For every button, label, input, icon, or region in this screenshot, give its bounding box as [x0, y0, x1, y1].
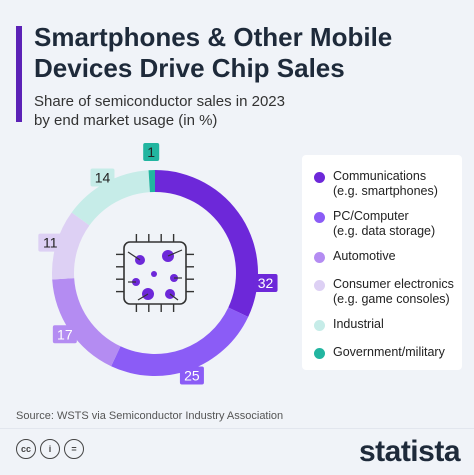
chart-subtitle: Share of semiconductor sales in 2023 by … [34, 92, 454, 130]
legend-sublabel: (e.g. data storage) [333, 224, 436, 238]
slice-value-label: 1 [143, 143, 160, 162]
label-box [253, 274, 278, 293]
title-line-1: Smartphones & Other Mobile [34, 22, 393, 52]
donut-chart: 32 25 17 11 14 1 [38, 143, 278, 385]
donut-slice [111, 307, 249, 376]
license-icons[interactable]: cc i = [16, 439, 84, 459]
statista-logo[interactable]: statista [358, 435, 461, 468]
title-line-2: Devices Drive Chip Sales [34, 53, 345, 83]
chip-trace [167, 249, 183, 257]
legend: Communications (e.g. smartphones) PC/Comp… [302, 155, 462, 370]
donut-slice [148, 170, 155, 193]
chip-body [123, 241, 187, 305]
legend-item-pc-computer: PC/Computer (e.g. data storage) [314, 209, 435, 239]
legend-swatch [314, 212, 325, 223]
legend-label: Industrial [333, 317, 384, 331]
slice-value-label: 11 [38, 233, 63, 252]
equal-icon[interactable]: = [64, 439, 84, 459]
legend-swatch [314, 252, 325, 263]
donut-slice [71, 170, 150, 226]
legend-label: Automotive [333, 249, 396, 263]
subtitle-line-2: by end market usage (in %) [34, 112, 218, 129]
legend-label: PC/Computer [333, 209, 409, 223]
chip-trace [169, 293, 179, 301]
slice-value-label: 25 [179, 366, 204, 385]
legend-item-government-military: Government/military [314, 345, 445, 360]
legend-item-consumer-electronics: Consumer electronics (e.g. game consoles) [314, 277, 454, 307]
legend-item-automotive: Automotive [314, 249, 396, 264]
footer: cc i = statista [0, 428, 474, 475]
chip-trace [137, 293, 149, 301]
label-box [38, 233, 63, 252]
slice-value-label: 14 [90, 168, 115, 187]
title-accent-bar [16, 26, 22, 122]
slice-value-text: 25 [184, 368, 200, 384]
slice-value-text: 32 [258, 275, 274, 291]
chip-trace [127, 251, 141, 261]
slice-value-text: 11 [43, 235, 58, 251]
slice-value-label: 32 [253, 274, 278, 293]
chip-node [151, 271, 157, 277]
label-box [179, 366, 204, 385]
slice-value-text: 1 [147, 144, 155, 160]
legend-swatch [314, 320, 325, 331]
slice-value-label: 17 [52, 325, 77, 344]
donut-slice [52, 212, 90, 280]
subtitle-line-1: Share of semiconductor sales in 2023 [34, 93, 285, 110]
legend-swatch [314, 172, 325, 183]
by-icon[interactable]: i [40, 439, 60, 459]
legend-label: Communications [333, 169, 427, 183]
chip-icon [116, 234, 194, 312]
label-box [90, 168, 115, 187]
legend-label: Consumer electronics [333, 277, 454, 291]
slice-value-text: 14 [95, 169, 111, 185]
legend-swatch [314, 348, 325, 359]
legend-sublabel: (e.g. game consoles) [333, 292, 450, 306]
legend-item-industrial: Industrial [314, 317, 384, 332]
legend-swatch [314, 280, 325, 291]
legend-sublabel: (e.g. smartphones) [333, 184, 438, 198]
source-note: Source: WSTS via Semiconductor Industry … [16, 410, 284, 422]
legend-item-communications: Communications (e.g. smartphones) [314, 169, 438, 199]
donut-slice [155, 170, 258, 317]
label-box [143, 143, 160, 162]
slice-value-text: 17 [57, 326, 73, 342]
cc-icon[interactable]: cc [16, 439, 36, 459]
donut-slice [52, 278, 121, 367]
legend-label: Government/military [333, 345, 445, 359]
chart-title: Smartphones & Other Mobile Devices Drive… [34, 22, 454, 84]
label-box [52, 325, 77, 344]
